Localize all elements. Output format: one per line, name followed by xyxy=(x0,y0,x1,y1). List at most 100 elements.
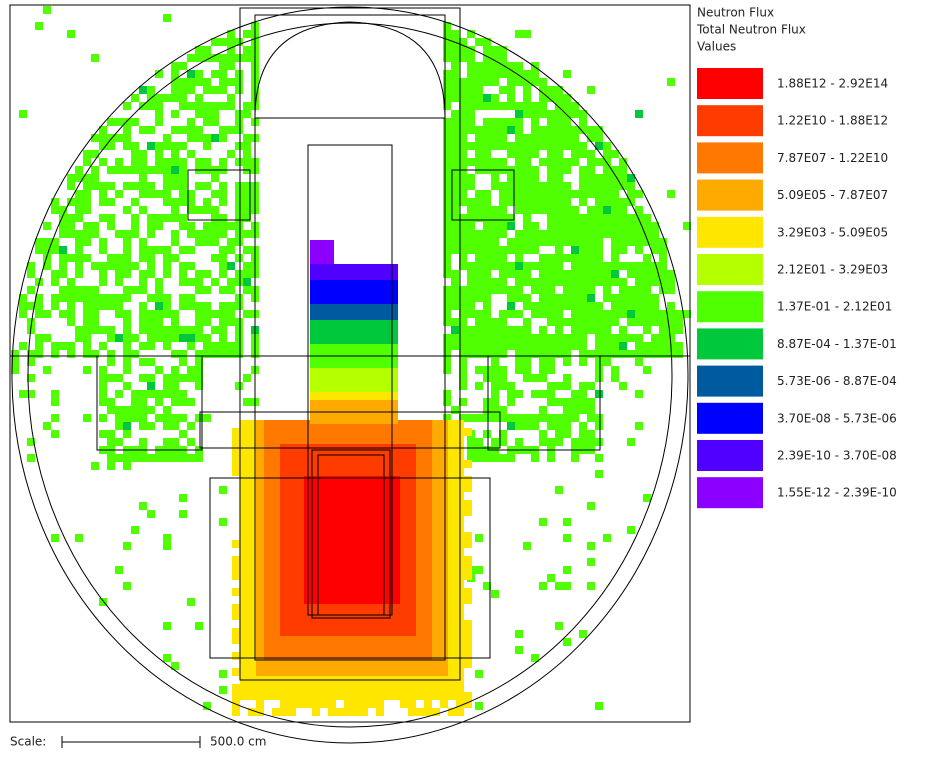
flux-cell xyxy=(390,304,398,312)
flux-cell xyxy=(467,142,475,150)
flux-cell xyxy=(467,78,475,86)
flux-cell xyxy=(451,118,459,126)
flux-cell xyxy=(310,256,318,264)
flux-cell xyxy=(491,374,499,382)
flux-cell xyxy=(571,246,579,254)
flux-cell xyxy=(603,342,611,350)
flux-cell xyxy=(475,334,483,342)
flux-cell xyxy=(382,328,390,336)
flux-cell xyxy=(432,644,440,652)
flux-cell xyxy=(352,612,360,620)
flux-cell xyxy=(203,206,211,214)
flux-cell xyxy=(243,230,251,238)
flux-cell xyxy=(171,350,179,358)
flux-cell xyxy=(571,406,579,414)
flux-cell xyxy=(483,222,491,230)
flux-cell xyxy=(320,460,328,468)
flux-cell xyxy=(187,78,195,86)
flux-cell xyxy=(400,540,408,548)
flux-cell xyxy=(334,392,342,400)
flux-cell xyxy=(643,214,651,222)
flux-cell xyxy=(563,294,571,302)
flux-cell xyxy=(139,166,147,174)
flux-cell xyxy=(587,430,595,438)
flux-cell xyxy=(368,572,376,580)
flux-cell xyxy=(523,542,531,550)
flux-cell xyxy=(75,294,83,302)
flux-cell xyxy=(147,214,155,222)
flux-cell xyxy=(579,286,587,294)
legend-label: 3.29E03 - 5.09E05 xyxy=(777,225,888,239)
flux-cell xyxy=(123,358,131,366)
flux-cell xyxy=(539,278,547,286)
flux-cell xyxy=(483,190,491,198)
flux-cell xyxy=(440,580,448,588)
flux-cell xyxy=(611,310,619,318)
flux-cell xyxy=(368,516,376,524)
flux-cell xyxy=(232,684,240,692)
flux-cell xyxy=(384,532,392,540)
flux-cell xyxy=(475,446,483,454)
flux-cell xyxy=(587,294,595,302)
flux-cell xyxy=(635,422,643,430)
flux-cell xyxy=(67,342,75,350)
flux-cell xyxy=(382,344,390,352)
flux-cell xyxy=(227,38,235,46)
flux-cell xyxy=(342,360,350,368)
flux-cell xyxy=(163,326,171,334)
flux-cell xyxy=(326,296,334,304)
flux-cell xyxy=(587,542,595,550)
flux-cell xyxy=(83,222,91,230)
flux-cell xyxy=(579,254,587,262)
flux-cell xyxy=(288,524,296,532)
flux-cell xyxy=(59,222,67,230)
flux-cell xyxy=(195,70,203,78)
flux-cell xyxy=(368,492,376,500)
flux-cell xyxy=(491,318,499,326)
flux-cell xyxy=(432,492,440,500)
flux-cell xyxy=(139,174,147,182)
flux-cell xyxy=(163,622,171,630)
flux-cell xyxy=(280,540,288,548)
flux-cell xyxy=(336,644,344,652)
flux-cell xyxy=(320,636,328,644)
flux-cell xyxy=(483,214,491,222)
flux-cell xyxy=(515,206,523,214)
flux-cell xyxy=(280,476,288,484)
flux-cell xyxy=(448,588,456,596)
flux-cell xyxy=(603,182,611,190)
flux-cell xyxy=(320,492,328,500)
flux-cell xyxy=(350,336,358,344)
flux-cell xyxy=(376,436,384,444)
flux-cell xyxy=(256,492,264,500)
flux-cell xyxy=(424,428,432,436)
flux-cell xyxy=(336,620,344,628)
flux-cell xyxy=(139,454,147,462)
flux-cell xyxy=(350,376,358,384)
flux-cell xyxy=(579,302,587,310)
flux-cell xyxy=(232,708,240,716)
flux-cell xyxy=(187,278,195,286)
flux-cell xyxy=(318,416,326,424)
flux-cell xyxy=(475,190,483,198)
flux-cell xyxy=(643,286,651,294)
flux-cell xyxy=(43,366,51,374)
flux-cell xyxy=(139,502,147,510)
flux-cell xyxy=(67,222,75,230)
flux-cell xyxy=(344,628,352,636)
flux-cell xyxy=(179,86,187,94)
flux-cell xyxy=(499,318,507,326)
flux-cell xyxy=(288,652,296,660)
flux-cell xyxy=(296,436,304,444)
flux-cell xyxy=(603,190,611,198)
flux-cell xyxy=(296,484,304,492)
flux-cell xyxy=(51,350,59,358)
flux-cell xyxy=(123,334,131,342)
flux-cell xyxy=(539,198,547,206)
flux-cell xyxy=(83,254,91,262)
flux-cell xyxy=(171,398,179,406)
flux-cell xyxy=(603,230,611,238)
flux-cell xyxy=(288,548,296,556)
flux-cell xyxy=(51,270,59,278)
flux-cell xyxy=(408,596,416,604)
